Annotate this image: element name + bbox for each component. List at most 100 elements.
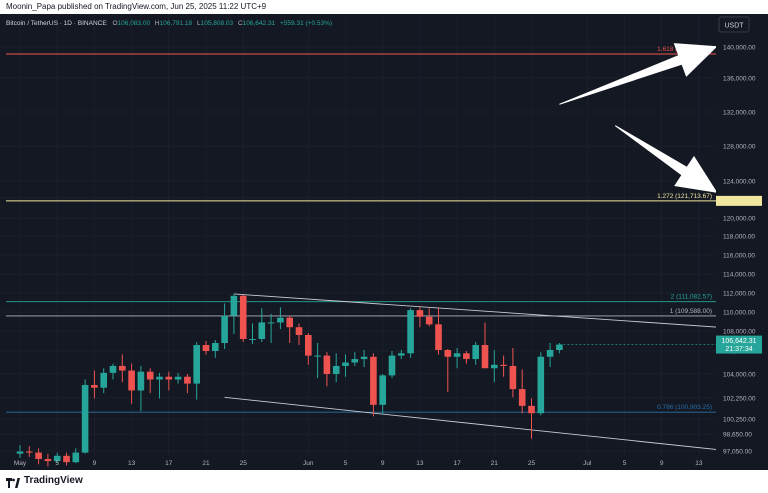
candle-body: [314, 355, 321, 357]
candle: [193, 342, 200, 400]
candle-body: [398, 353, 405, 356]
candle: [184, 374, 191, 394]
candle-body: [128, 370, 135, 391]
time-axis[interactable]: May 5 9 13 17 21 25 Jun 5 9 13 17 21 25 Jul 5 9 13: [14, 460, 703, 467]
candle: [342, 354, 349, 377]
fib-label: 2 (111,082.57): [671, 294, 712, 301]
candle-body: [435, 324, 442, 350]
candle-body: [277, 317, 284, 323]
fib-label: 0.786 (100,903.25): [657, 404, 712, 411]
candle: [267, 313, 275, 343]
candle: [286, 315, 293, 343]
trendline: [233, 293, 746, 330]
fib-label: 1.272 (121,713.67): [657, 193, 712, 200]
candle: [416, 307, 424, 328]
candle-body: [202, 345, 210, 351]
candle-body: [546, 350, 554, 357]
last-price-tag: 106,642.31 21:37:34: [716, 335, 762, 354]
candle: [425, 308, 433, 327]
price-tick-label: 118,000.00: [723, 234, 755, 241]
candle: [128, 363, 135, 404]
price-chart[interactable]: 1.618 (139,096.16)1.272 (121,713.67)2 (1…: [0, 14, 768, 470]
candle: [370, 353, 377, 417]
candle-body: [481, 345, 489, 369]
candle: [351, 352, 359, 366]
currency-label: USDT: [724, 23, 744, 30]
candle: [72, 448, 80, 464]
candle-body: [212, 343, 219, 351]
candle-body: [230, 295, 238, 316]
grid: [0, 14, 716, 456]
last-price: 106,642.31: [721, 338, 756, 345]
time-tick-label: 17: [453, 460, 461, 467]
time-tick-label: Jun: [303, 460, 314, 467]
candle-body: [53, 455, 61, 462]
time-tick-label: 5: [623, 460, 627, 467]
price-tick-label: 100,250.00: [723, 417, 756, 424]
candle: [453, 348, 461, 369]
candle-body: [26, 451, 33, 453]
candle: [323, 352, 331, 387]
currency-badge[interactable]: USDT: [718, 16, 750, 33]
candle: [165, 371, 173, 391]
candle-body: [81, 384, 89, 453]
candle: [249, 323, 256, 344]
time-tick-label: 21: [202, 460, 210, 467]
candle-body: [305, 335, 312, 356]
candle-body: [323, 355, 331, 374]
candle-body: [267, 322, 275, 324]
candle-body: [360, 356, 368, 360]
time-tick-label: 9: [660, 460, 664, 467]
candle-body: [407, 310, 414, 354]
price-tick-label: 102,250.00: [723, 396, 756, 403]
candle-body: [444, 350, 452, 357]
price-tick-label: 114,000.00: [723, 272, 755, 279]
candle: [556, 343, 563, 354]
candle: [407, 308, 414, 358]
time-tick-label: 9: [381, 460, 385, 467]
candle: [528, 398, 535, 439]
candle-body: [342, 362, 349, 366]
time-tick-label: 5: [55, 460, 59, 467]
candle: [26, 446, 33, 457]
fib-label: 1 (109,588.00): [670, 308, 712, 315]
candle-body: [295, 327, 303, 335]
candle: [91, 370, 98, 399]
candle: [537, 352, 545, 416]
candle-body: [221, 315, 228, 343]
time-tick-label: 9: [93, 460, 97, 467]
candle: [258, 308, 266, 342]
price-tick-label: 112,000.00: [723, 291, 755, 298]
candle-body: [174, 376, 182, 380]
candle-body: [556, 344, 563, 350]
candle-body: [100, 372, 107, 388]
candle: [463, 351, 470, 364]
candle: [500, 355, 507, 377]
candle-body: [518, 389, 526, 406]
time-tick-label: 5: [344, 460, 348, 467]
candle-body: [239, 295, 247, 339]
candle-body: [156, 376, 163, 380]
candle: [109, 363, 117, 380]
candle: [146, 368, 154, 394]
candle: [137, 365, 145, 412]
candle-body: [72, 452, 80, 463]
candle: [230, 293, 238, 334]
candle: [53, 452, 61, 464]
candle-body: [370, 356, 377, 405]
time-tick-label: 25: [528, 460, 536, 467]
price-tick-label: 97,050.00: [723, 449, 752, 456]
candle: [16, 445, 24, 458]
candle-body: [528, 405, 535, 414]
chart-area[interactable]: 1.618 (139,096.16)1.272 (121,713.67)2 (1…: [0, 14, 768, 470]
candle-body: [425, 316, 433, 325]
published-header: Moonin_Papa published on TradingView.com…: [0, 0, 768, 14]
candle: [305, 333, 312, 365]
candle-body: [258, 322, 266, 339]
candle: [221, 303, 228, 349]
candle-body: [453, 353, 461, 357]
price-tick-label: 136,000.00: [723, 76, 756, 83]
candle-body: [44, 458, 52, 462]
price-axis[interactable]: 140,000.00 136,000.00 132,000.00 128,000.00…: [716, 14, 768, 456]
price-tick-label: 116,000.00: [723, 253, 755, 260]
